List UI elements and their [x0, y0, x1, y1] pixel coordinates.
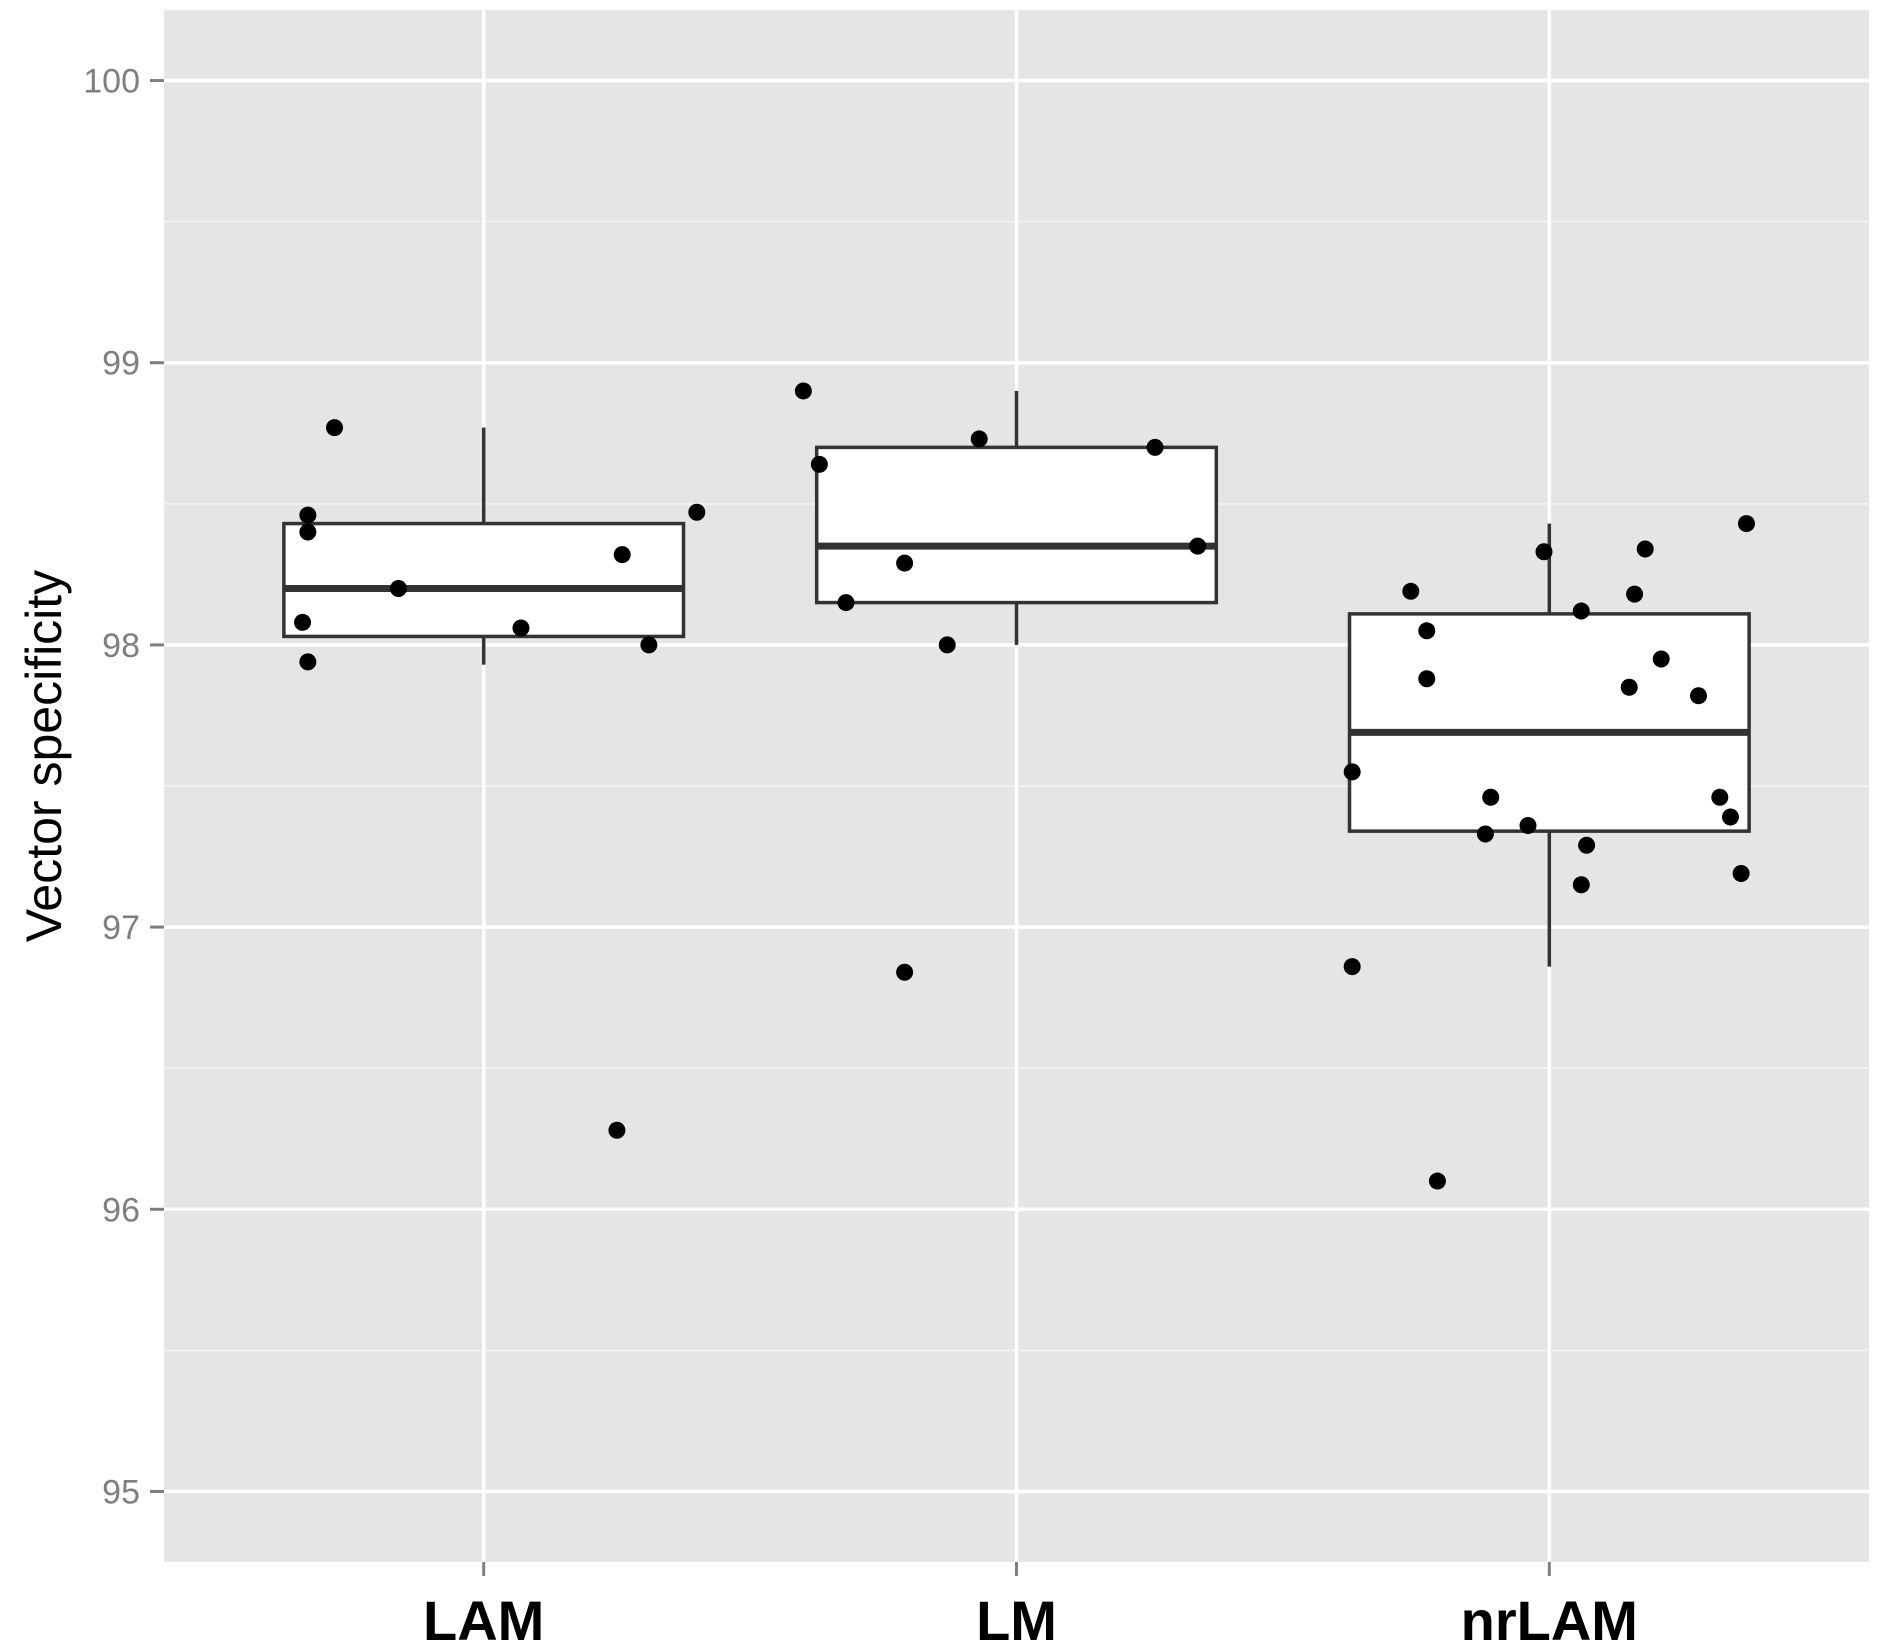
data-point-LAM [389, 579, 407, 597]
data-point-nrLAM [1343, 958, 1361, 976]
data-point-LM [794, 382, 812, 400]
data-point-LAM [608, 1121, 626, 1139]
data-point-LAM [299, 653, 317, 671]
data-point-nrLAM [1428, 1172, 1446, 1190]
data-point-LM [1146, 438, 1164, 456]
data-point-nrLAM [1482, 788, 1500, 806]
points-layer [294, 382, 1755, 1190]
data-point-LAM [326, 419, 343, 437]
data-point-nrLAM [1721, 808, 1739, 826]
data-point-LM [1189, 537, 1207, 555]
data-point-nrLAM [1402, 582, 1420, 600]
data-point-nrLAM [1476, 825, 1494, 843]
data-point-LAM [294, 613, 312, 631]
iqr-box [1347, 612, 1751, 833]
box-LM [814, 390, 1219, 645]
x-tick-label: LM [976, 1589, 1057, 1648]
data-point-LAM [299, 506, 317, 524]
data-point-nrLAM [1711, 788, 1729, 806]
y-tick-label: 99 [102, 345, 140, 383]
data-point-nrLAM [1343, 763, 1361, 781]
data-point-LM [896, 963, 914, 981]
y-axis-title: Vector specificity [16, 570, 72, 942]
x-axis: LAM LM nrLAM [423, 1562, 1638, 1648]
data-point-nrLAM [1572, 876, 1590, 894]
data-point-nrLAM [1519, 817, 1537, 835]
iqr-box [282, 521, 686, 639]
data-point-nrLAM [1732, 864, 1750, 882]
data-point-LM [938, 636, 956, 654]
y-tick-label: 98 [102, 627, 140, 665]
y-tick-label: 95 [102, 1473, 140, 1511]
data-point-nrLAM [1418, 670, 1436, 688]
y-axis: 95 96 97 98 99 100 [83, 63, 164, 1511]
boxes-layer [282, 390, 1751, 967]
data-point-nrLAM [1626, 585, 1644, 603]
data-point-LM [970, 430, 988, 448]
box-nrLAM [1347, 523, 1751, 967]
box-LAM [282, 427, 686, 665]
data-point-nrLAM [1572, 602, 1590, 620]
data-point-nrLAM [1620, 678, 1638, 696]
data-point-nrLAM [1535, 543, 1553, 561]
x-tick-label: LAM [423, 1589, 544, 1648]
y-tick-label: 100 [83, 63, 140, 101]
x-tick-label: nrLAM [1461, 1589, 1638, 1648]
data-point-LAM [640, 636, 658, 654]
data-point-LM [896, 554, 914, 572]
data-point-LM [837, 594, 855, 612]
data-point-nrLAM [1636, 540, 1654, 558]
data-point-nrLAM [1652, 650, 1670, 668]
data-point-LAM [688, 503, 706, 521]
iqr-box [814, 445, 1219, 605]
data-point-LAM [613, 546, 631, 564]
data-point-LAM [512, 619, 530, 637]
data-point-LM [810, 455, 828, 473]
y-tick-label: 97 [102, 909, 140, 947]
data-point-nrLAM [1690, 687, 1707, 705]
y-tick-label: 96 [102, 1191, 140, 1229]
data-point-LAM [299, 523, 317, 541]
data-point-nrLAM [1578, 836, 1596, 854]
data-point-nrLAM [1418, 622, 1436, 640]
data-point-nrLAM [1737, 515, 1755, 533]
